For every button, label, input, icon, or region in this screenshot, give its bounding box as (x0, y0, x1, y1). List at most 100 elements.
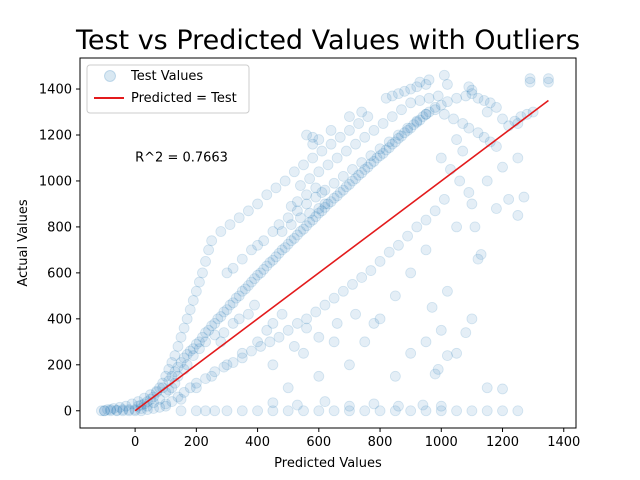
scatter-point (377, 118, 389, 129)
scatter-point (405, 405, 417, 417)
legend: Test Values Predicted = Test (86, 64, 250, 114)
scatter-point (102, 404, 113, 416)
scatter-point (301, 313, 312, 325)
scatter-point (423, 106, 435, 118)
y-tick-label: 600 (47, 266, 72, 281)
scatter-point (512, 405, 524, 417)
scatter-point (218, 306, 230, 318)
scatter-point (383, 246, 395, 258)
scatter-point (518, 191, 530, 203)
scatter-point (209, 329, 221, 341)
scatter-point (396, 130, 407, 142)
scatter-point (310, 211, 322, 222)
scatter-point (252, 239, 263, 251)
scatter-point (310, 182, 322, 194)
scatter-point (350, 138, 361, 150)
scatter-point (206, 320, 218, 332)
scatter-point (350, 308, 361, 320)
scatter-point (304, 207, 316, 219)
scatter-point (108, 403, 120, 414)
scatter-point (429, 102, 441, 113)
scatter-point (393, 400, 404, 412)
scatter-point (442, 96, 453, 108)
scatter-point (295, 180, 306, 191)
y-tick-label: 1400 (39, 83, 72, 98)
scatter-point (472, 127, 484, 139)
scatter-point (215, 311, 227, 322)
scatter-point (374, 405, 386, 417)
scatter-point (365, 150, 377, 162)
scatter-point (405, 347, 417, 359)
scatter-point (166, 370, 178, 382)
scatter-point (141, 404, 153, 416)
scatter-point (374, 150, 386, 162)
scatter-point (190, 377, 202, 389)
scatter-point (426, 301, 438, 313)
scatter-point (469, 221, 481, 233)
scatter-point (120, 400, 132, 412)
legend-box (86, 64, 250, 114)
scatter-point (209, 318, 221, 329)
scatter-point (435, 400, 447, 412)
scatter-point (359, 164, 371, 175)
scatter-point (252, 198, 263, 210)
legend-marker-test-values (104, 70, 116, 82)
scatter-point (279, 242, 291, 254)
scatter-point (184, 345, 196, 357)
scatter-point (386, 138, 398, 150)
scatter-point (178, 386, 190, 398)
scatter-point (337, 184, 349, 196)
scatter-point (264, 336, 276, 348)
scatter-point (457, 145, 469, 157)
scatter-point (194, 276, 205, 288)
scatter-point (365, 158, 377, 170)
scatter-point (160, 398, 172, 410)
scatter-point (316, 145, 328, 157)
scatter-point (206, 235, 218, 247)
scatter-point (169, 377, 181, 389)
scatter-point (328, 192, 340, 204)
scatter-point (356, 167, 368, 179)
scatter-point (490, 102, 502, 113)
scatter-point (178, 352, 190, 364)
scatter-point (206, 370, 218, 382)
scatter-point (457, 118, 469, 129)
scatter-point (99, 405, 110, 417)
scatter-point (175, 357, 187, 368)
scatter-point (200, 373, 211, 384)
scatter-point (356, 106, 368, 118)
scatter-point (227, 262, 239, 274)
scatter-point (270, 251, 282, 263)
scatter-point (301, 198, 312, 210)
scatter-point (328, 405, 340, 417)
scatter-point (200, 336, 211, 348)
scatter-point (389, 290, 401, 302)
scatter-point (203, 324, 214, 336)
scatter-point (172, 341, 184, 352)
scatter-point (190, 338, 202, 350)
scatter-point (301, 189, 312, 201)
scatter-point (252, 336, 263, 348)
scatter-point (218, 361, 230, 373)
scatter-point (246, 276, 257, 288)
scatter-point (151, 386, 162, 398)
scatter-point (267, 226, 279, 237)
scatter-point (307, 214, 319, 226)
scatter-point (484, 97, 496, 109)
scatter-point (181, 359, 193, 371)
scatter-point (316, 187, 328, 198)
scatter-point (242, 205, 254, 217)
scatter-point (221, 359, 233, 371)
scatter-point (246, 345, 257, 357)
scatter-point (313, 405, 325, 417)
scatter-point (411, 116, 423, 128)
scatter-point (389, 370, 401, 382)
scatter-point (438, 193, 450, 205)
scatter-point (411, 221, 423, 233)
scatter-point (135, 403, 147, 414)
x-tick-label: 1000 (425, 435, 458, 450)
scatter-point (117, 405, 129, 417)
scatter-point (236, 285, 248, 297)
scatter-point (230, 292, 242, 304)
scatter-point (197, 267, 208, 279)
